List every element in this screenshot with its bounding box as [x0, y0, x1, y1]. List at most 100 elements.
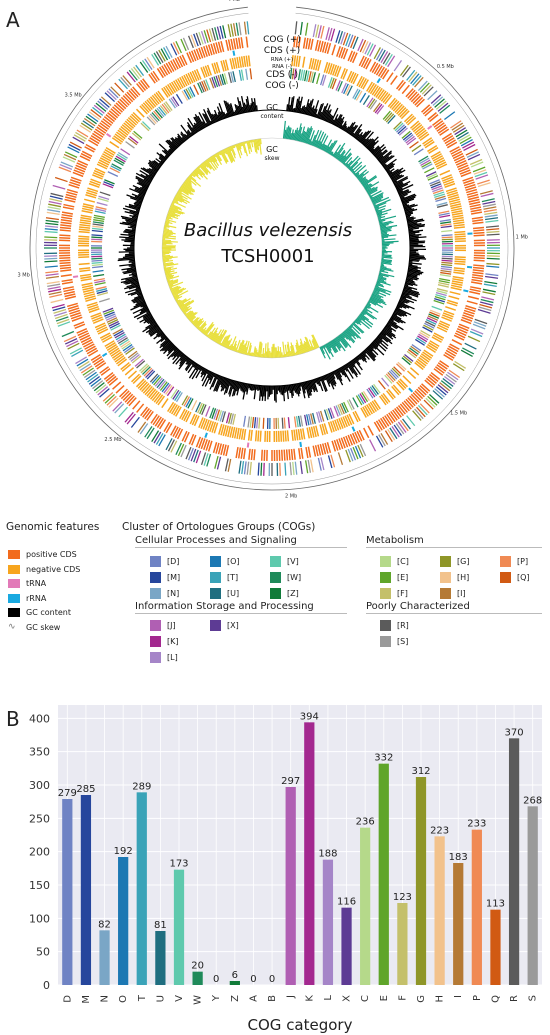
gc-skew-label-1: GC: [266, 145, 278, 154]
value-label-A: 0: [250, 974, 256, 985]
scale-ring: [29, 6, 515, 491]
cog-swatch: [380, 620, 391, 631]
bar-T: [136, 792, 147, 985]
position-label: 1 Mb: [516, 234, 528, 240]
bar-V: [173, 869, 185, 985]
feature-legend-item: tRNA: [8, 579, 46, 588]
position-label: 2 Mb: [285, 493, 297, 499]
feature-label: GC content: [26, 608, 71, 617]
cog-swatch: [500, 556, 511, 567]
value-label-N: 82: [98, 919, 111, 930]
feature-swatch: [8, 579, 20, 588]
value-label-T: 289: [132, 781, 151, 792]
cog-legend-item: [G]: [440, 556, 469, 567]
bar-X: [341, 907, 352, 985]
cog-legend-item: [E]: [380, 572, 408, 583]
value-label-L: 188: [318, 849, 337, 860]
cog-code-label: [D]: [167, 557, 180, 566]
cog-code-label: [V]: [287, 557, 299, 566]
cog-legend-item: [H]: [440, 572, 469, 583]
bar-I: [453, 863, 464, 985]
cog-swatch: [270, 588, 281, 599]
cog-code-label: [N]: [167, 589, 180, 598]
cog-swatch: [440, 588, 451, 599]
cog-code-label: [S]: [397, 637, 409, 646]
value-label-G: 312: [411, 766, 430, 777]
value-label-F: 123: [393, 892, 412, 903]
cog-code-label: [Q]: [517, 573, 530, 582]
cog-swatch: [270, 556, 281, 567]
cog-swatch: [150, 620, 161, 631]
y-tick-label: 100: [29, 912, 50, 925]
cog-code-label: [R]: [397, 621, 409, 630]
x-tick-label-K: K: [304, 995, 315, 1002]
cog-legend-item: [V]: [270, 556, 299, 567]
cog-code-label: [P]: [517, 557, 529, 566]
value-label-E: 332: [374, 753, 393, 764]
position-label: 4 Mb: [228, 0, 240, 3]
genome-rings: [29, 6, 515, 491]
x-tick-label-Y: Y: [211, 994, 222, 1002]
value-label-O: 192: [114, 846, 133, 857]
genomic-features-legend: Genomic features: [6, 521, 99, 533]
value-label-B: 0: [269, 974, 275, 985]
organism-name: Bacillus velezensis: [184, 220, 352, 241]
bar-R: [508, 738, 520, 985]
value-label-X: 116: [337, 897, 356, 908]
track-label-cds-plus: CDS (+): [264, 46, 300, 56]
cog-legend-item: [T]: [210, 572, 238, 583]
bar-C: [360, 827, 371, 985]
bar-Z: [229, 981, 240, 985]
cog-code-label: [U]: [227, 589, 240, 598]
cog-swatch: [500, 572, 511, 583]
cog-code-label: [G]: [457, 557, 470, 566]
x-tick-label-H: H: [435, 995, 446, 1003]
circular-genome-map: Bacillus velezensis TCSH0001 COG (+) CDS…: [18, 0, 528, 499]
value-label-I: 183: [449, 852, 468, 863]
x-tick-label-F: F: [397, 995, 408, 1001]
position-label: 0.5 Mb: [437, 64, 454, 70]
x-tick-label-C: C: [360, 995, 371, 1002]
y-tick-label: 350: [29, 746, 50, 759]
bar-L: [322, 859, 334, 985]
feature-label: tRNA: [26, 579, 47, 588]
cog-swatch: [380, 556, 391, 567]
position-label: 3.5 Mb: [65, 92, 82, 98]
cog-legend-item: [S]: [380, 636, 408, 647]
track-label-cog-plus: COG (+): [263, 35, 301, 45]
x-tick-label-B: B: [267, 995, 278, 1002]
value-label-V: 173: [169, 859, 188, 870]
cog-legend-title: Cluster of Ortologues Groups (COGs): [122, 521, 316, 533]
feature-label: negative CDS: [26, 564, 81, 574]
cog-legend-item: [K]: [150, 636, 179, 647]
genomic-features-title: Genomic features: [6, 521, 100, 533]
value-label-Y: 0: [213, 974, 219, 985]
bar-F: [397, 903, 408, 985]
cog-swatch: [210, 556, 221, 567]
panel-b-letter: B: [6, 707, 20, 731]
position-label: 3 Mb: [18, 273, 30, 279]
cog-legend-item: [I]: [440, 588, 466, 599]
feature-label: GC skew: [26, 622, 61, 632]
value-label-W: 20: [191, 961, 204, 972]
bar-O: [118, 857, 129, 985]
x-axis-label: COG category: [248, 1016, 353, 1034]
y-tick-label: 50: [36, 946, 50, 959]
gc-skew-label-2: skew: [265, 155, 280, 162]
feature-legend-item: rRNA: [8, 593, 46, 603]
y-tick-label: 0: [43, 979, 50, 992]
x-tick-label-O: O: [118, 995, 129, 1003]
x-tick-label-N: N: [100, 995, 111, 1002]
cog-code-label: [Z]: [287, 589, 299, 598]
value-label-Q: 113: [486, 899, 505, 910]
cog-code-label: [X]: [227, 621, 239, 630]
group-title-poorly: Poorly Characterized: [366, 601, 542, 614]
bar-G: [415, 777, 427, 985]
value-label-K: 394: [300, 711, 319, 722]
value-label-D: 279: [58, 788, 77, 799]
bar-M: [80, 795, 92, 985]
value-label-J: 297: [281, 776, 300, 787]
cog-swatch: [150, 572, 161, 583]
track-label-rna-minus: RNA (-): [272, 64, 292, 70]
x-tick-label-W: W: [193, 995, 204, 1005]
